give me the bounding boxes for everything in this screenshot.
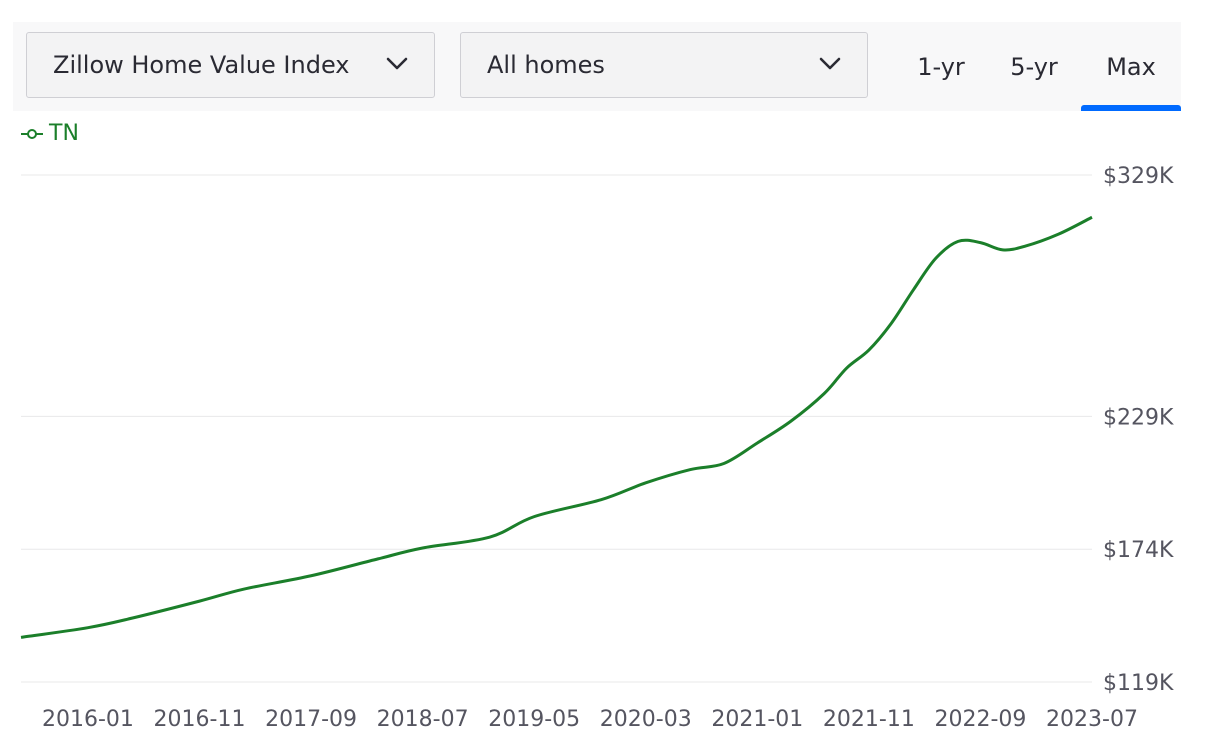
x-tick-label: 2022-09: [934, 707, 1026, 732]
tab-5-yr-label: 5-yr: [1010, 52, 1058, 81]
tab-1-yr[interactable]: 1-yr: [895, 22, 987, 111]
x-tick-label: 2020-03: [600, 707, 692, 732]
legend-series-label: TN: [49, 121, 79, 146]
tab-max[interactable]: Max: [1081, 22, 1181, 111]
tab-1-yr-label: 1-yr: [917, 52, 965, 81]
y-tick-label: $329K: [1103, 164, 1174, 189]
chevron-down-icon: [386, 57, 408, 70]
legend-line-marker-icon: [21, 128, 43, 139]
x-tick-label: 2019-05: [488, 707, 580, 732]
x-tick-label: 2016-11: [154, 707, 246, 732]
x-tick-label: 2021-01: [711, 707, 803, 732]
chevron-down-icon: [819, 57, 841, 70]
x-tick-label: 2021-11: [823, 707, 915, 732]
home-type-select-label: All homes: [487, 51, 605, 79]
tab-max-label: Max: [1106, 52, 1156, 81]
series-line-tn[interactable]: [20, 215, 1093, 639]
metric-select[interactable]: Zillow Home Value Index: [26, 32, 435, 98]
y-tick-label: $174K: [1103, 538, 1174, 563]
x-tick-label: 2016-01: [42, 707, 134, 732]
x-tick-label: 2023-07: [1046, 707, 1138, 732]
home-type-select[interactable]: All homes: [460, 32, 868, 98]
y-tick-label: $229K: [1103, 405, 1174, 430]
x-tick-label: 2018-07: [377, 707, 469, 732]
chart-toolbar: Zillow Home Value Index All homes 1-yr 5…: [13, 22, 1181, 111]
chart-legend: TN: [21, 121, 79, 146]
y-tick-label: $119K: [1103, 671, 1174, 696]
x-tick-label: 2017-09: [265, 707, 357, 732]
tab-5-yr[interactable]: 5-yr: [988, 22, 1080, 111]
metric-select-label: Zillow Home Value Index: [53, 51, 350, 79]
